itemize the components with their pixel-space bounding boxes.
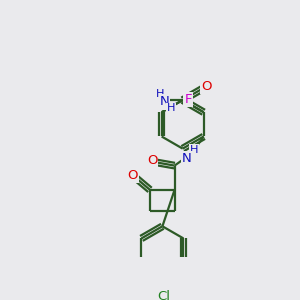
Text: Cl: Cl (157, 290, 170, 300)
Text: F: F (184, 93, 192, 106)
Text: H: H (167, 103, 175, 113)
Text: N: N (182, 152, 192, 165)
Text: O: O (127, 169, 138, 182)
Text: H: H (156, 89, 164, 100)
Text: O: O (147, 154, 157, 167)
Text: N: N (160, 95, 170, 109)
Text: O: O (201, 80, 211, 93)
Text: H: H (190, 145, 198, 155)
